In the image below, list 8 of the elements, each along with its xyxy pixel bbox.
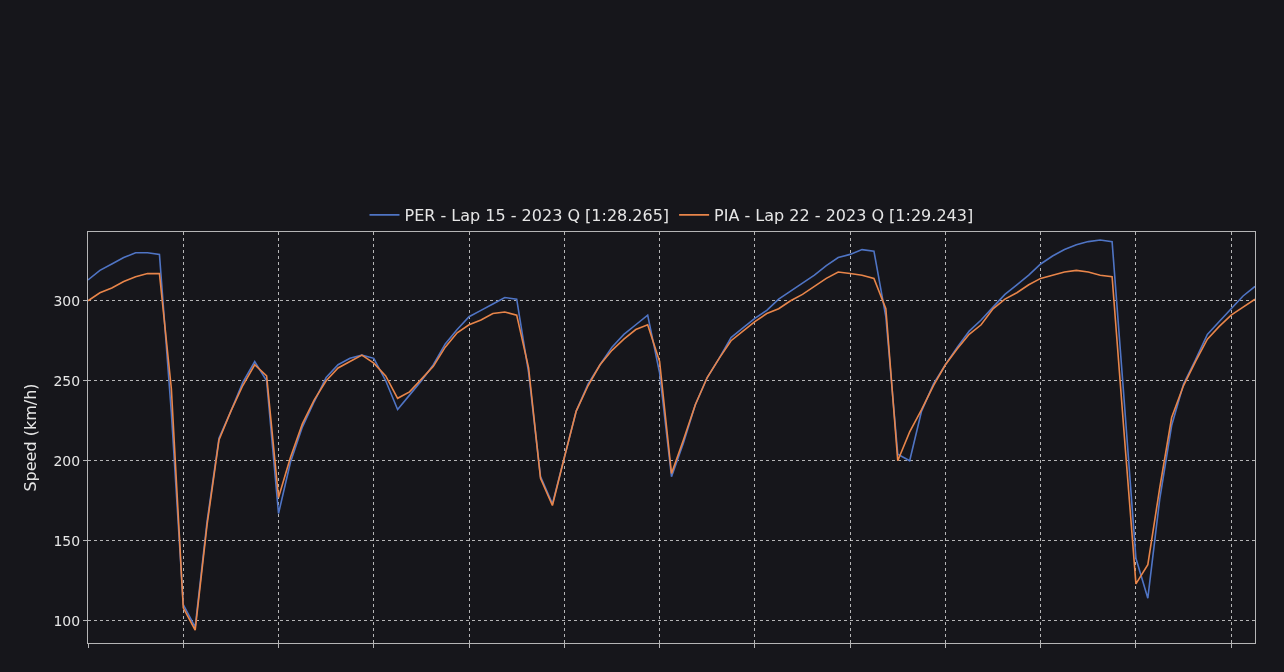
legend-label: PER - Lap 15 - 2023 Q [1:28.265] (404, 206, 670, 226)
y-tick-label: 250 (53, 372, 81, 389)
legend-label: PIA - Lap 22 - 2023 Q [1:29.243] (714, 206, 974, 226)
y-tick-label: 200 (53, 452, 81, 469)
y-tick-label: 300 (53, 292, 81, 309)
y-tick-label: 150 (53, 532, 81, 549)
y-axis-title: Speed (km/h) (21, 383, 41, 492)
y-tick-label: 100 (53, 612, 81, 629)
